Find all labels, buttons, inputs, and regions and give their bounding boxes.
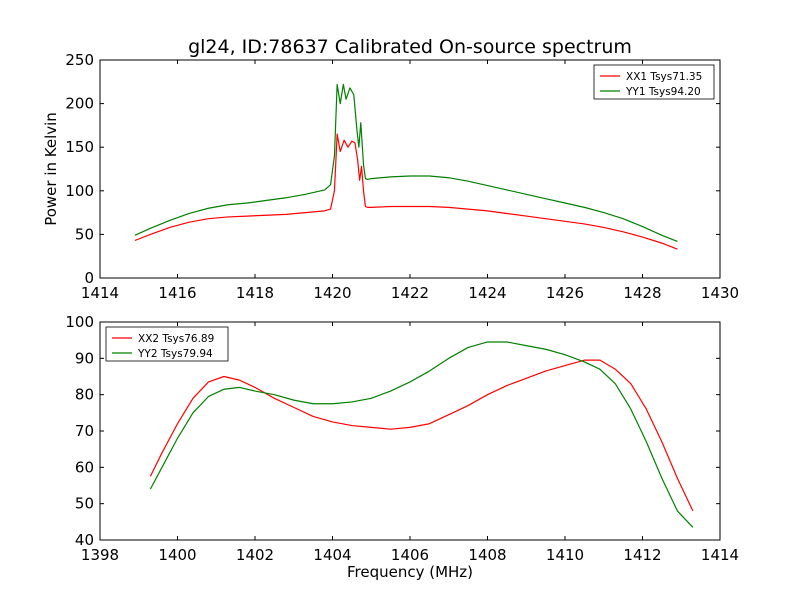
bottom-y-tick-label: 100 <box>65 313 94 331</box>
bottom-x-tick-label: 1404 <box>313 546 351 564</box>
figure-title: gl24, ID:78637 Calibrated On-source spec… <box>188 36 632 58</box>
bottom-legend-label-2: YY2 Tsys79.94 <box>137 348 213 360</box>
top-x-tick-label: 1430 <box>701 284 739 302</box>
bottom-y-tick-label: 50 <box>75 495 94 513</box>
bottom-x-tick-label: 1410 <box>546 546 584 564</box>
bottom-legend-box <box>105 326 229 362</box>
bottom-y-tick-label: 40 <box>75 531 94 549</box>
top-series-line-2 <box>134 83 678 242</box>
bottom-x-tick-label: 1402 <box>236 546 274 564</box>
top-x-tick-label: 1420 <box>313 284 351 302</box>
bottom-x-tick-label: 1408 <box>468 546 506 564</box>
top-x-tick-label: 1422 <box>391 284 429 302</box>
top-legend-label-1: XX1 Tsys71.35 <box>626 71 702 83</box>
top-series-line-1 <box>134 133 678 250</box>
top-y-tick-label: 250 <box>65 51 94 69</box>
bottom-x-tick-label: 1406 <box>391 546 429 564</box>
bottom-y-tick-label: 60 <box>75 458 94 476</box>
top-y-axis-label: Power in Kelvin <box>42 112 60 226</box>
bottom-series-line-1 <box>149 359 694 512</box>
bottom-x-axis-label: Frequency (MHz) <box>347 563 473 581</box>
bottom-y-tick-label: 90 <box>75 349 94 367</box>
top-x-tick-label: 1424 <box>468 284 506 302</box>
top-y-tick-label: 150 <box>65 138 94 156</box>
bottom-x-tick-label: 1412 <box>623 546 661 564</box>
bottom-x-tick-label: 1398 <box>81 546 119 564</box>
top-legend-label-2: YY1 Tsys94.20 <box>625 86 701 98</box>
top-y-tick-label: 200 <box>65 95 94 113</box>
top-x-tick-label: 1426 <box>546 284 584 302</box>
bottom-y-tick-label: 80 <box>75 386 94 404</box>
top-chart: 1414 1416 1418 1420 1422 1424 1426 1428 1430 0 50 1… <box>42 51 739 302</box>
top-x-tick-label: 1416 <box>158 284 196 302</box>
bottom-chart: 1398 1400 1402 1404 1406 1408 1410 1412 1414 40 50… <box>65 313 739 581</box>
top-y-tick-label: 50 <box>75 225 94 243</box>
top-legend-box <box>593 64 715 100</box>
top-x-tick-label: 1414 <box>81 284 119 302</box>
top-y-tick-label: 0 <box>84 269 94 287</box>
top-x-tick-label: 1418 <box>236 284 274 302</box>
top-y-tick-label: 100 <box>65 182 94 200</box>
bottom-legend-label-1: XX2 Tsys76.89 <box>138 333 214 345</box>
bottom-series-line-2 <box>149 341 694 528</box>
bottom-x-tick-label: 1414 <box>701 546 739 564</box>
bottom-x-tick-label: 1400 <box>158 546 196 564</box>
top-x-tick-label: 1428 <box>623 284 661 302</box>
bottom-y-tick-label: 70 <box>75 422 94 440</box>
